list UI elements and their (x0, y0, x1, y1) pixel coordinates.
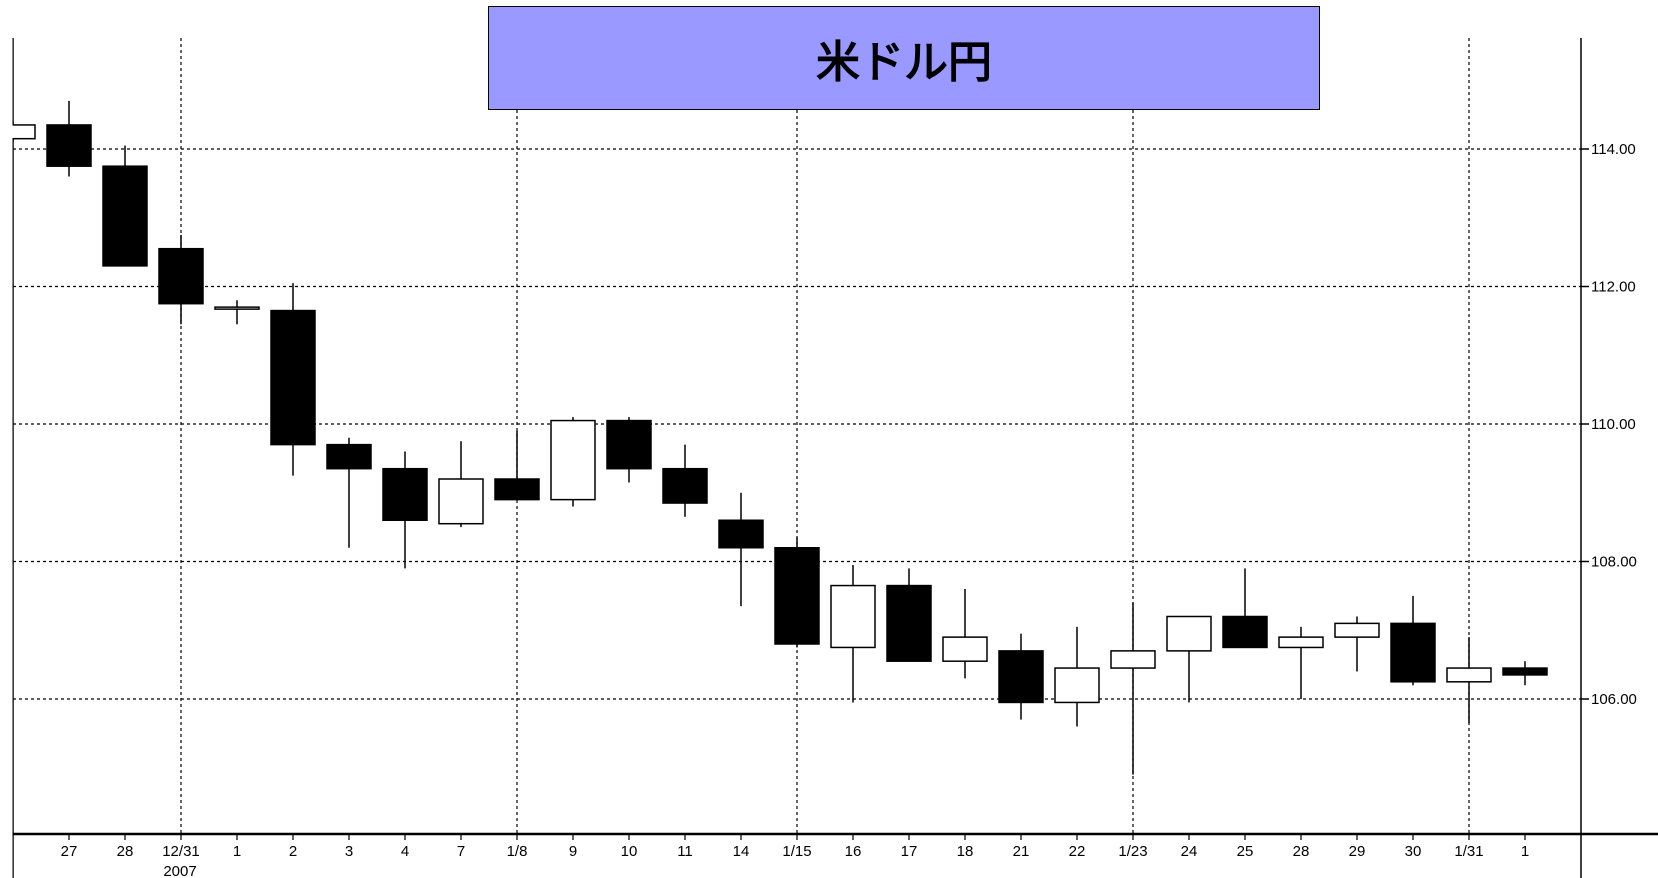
candle-body-down (886, 584, 932, 662)
x-tick-label: 12/31 (162, 843, 200, 860)
candle-body-down (774, 547, 820, 645)
candle (1054, 626, 1100, 727)
y-axis-ticks: 114.00 112.00 110.00 108.00 106.00 (1581, 141, 1637, 708)
candle-body-down (1222, 615, 1268, 649)
candle (1110, 602, 1156, 775)
candle (830, 564, 876, 703)
candle-body-up (942, 636, 988, 662)
candle (1390, 595, 1436, 686)
x-tick-label: 4 (401, 843, 409, 860)
x-tick-label: 25 (1237, 843, 1254, 860)
candle-body-down (606, 419, 652, 470)
x-tick-label: 1 (1521, 843, 1529, 860)
x-tick-label: 21 (1013, 843, 1030, 860)
y-tick-label: 112.00 (1591, 279, 1636, 296)
x-tick-label: 10 (621, 843, 638, 860)
candle-body-up (1334, 622, 1380, 638)
x-tick-label: 1/8 (507, 843, 528, 860)
x-axis-ticks: 27 28 12/31 1 2 3 4 7 1/8 9 10 11 14 1/15 16 17 18 21 22 1/… (61, 834, 1529, 860)
candle (158, 234, 204, 325)
candle-body-up (1054, 667, 1100, 704)
y-tick-label: 108.00 (1591, 554, 1637, 571)
candle-body-up (1446, 667, 1492, 683)
chart-frame (12, 38, 1658, 878)
x-tick-label: 18 (957, 843, 974, 860)
candle-body-down (270, 309, 316, 446)
x-tick-label: 14 (733, 843, 750, 860)
candle (102, 145, 148, 267)
x-tick-label: 27 (61, 843, 78, 860)
candle (942, 589, 988, 679)
x-tick-label: 30 (1405, 843, 1422, 860)
x-tick-label: 17 (901, 843, 918, 860)
year-label: 2007 (163, 863, 196, 878)
x-tick-label: 1/23 (1118, 843, 1147, 860)
chart-title: 米ドル円 (816, 37, 992, 88)
candle-body-down (718, 519, 764, 549)
candle (550, 417, 596, 507)
candle (718, 492, 764, 607)
y-tick-label: 110.00 (1591, 416, 1636, 433)
x-tick-label: 24 (1181, 843, 1198, 860)
candle-body-down (102, 165, 148, 267)
x-tick-label: 7 (457, 843, 465, 860)
candle (1222, 568, 1268, 649)
candle-body-up (214, 306, 260, 310)
candle (606, 417, 652, 483)
candle (214, 300, 260, 325)
candle-body-up (830, 584, 876, 649)
x-tick-label: 1 (233, 843, 241, 860)
candle-body-up (550, 419, 596, 501)
left-margin-cover (0, 0, 13, 878)
grid-lines (13, 38, 1581, 834)
y-tick-label: 114.00 (1591, 141, 1636, 158)
candle (662, 444, 708, 517)
candle (774, 537, 820, 648)
candle-body-down (382, 467, 428, 521)
candle (998, 633, 1044, 720)
x-tick-label: 22 (1069, 843, 1086, 860)
x-tick-label: 11 (677, 843, 693, 860)
x-tick-label: 9 (569, 843, 577, 860)
candle (1278, 626, 1324, 699)
candle (438, 441, 484, 528)
x-tick-label: 29 (1349, 843, 1366, 860)
x-tick-label: 2 (289, 843, 297, 860)
candle-body-down (46, 124, 92, 167)
candle (1334, 616, 1380, 672)
candle (1446, 637, 1492, 724)
candle-body-down (158, 247, 204, 305)
candles (0, 0, 1548, 878)
x-tick-label: 1/15 (782, 843, 811, 860)
chart-title-box: 米ドル円 (488, 6, 1320, 110)
candle-body-up (1110, 650, 1156, 669)
x-tick-label: 1/31 (1454, 843, 1483, 860)
y-tick-label: 106.00 (1591, 691, 1637, 708)
candle (494, 430, 540, 501)
x-tick-label: 3 (345, 843, 353, 860)
x-tick-label: 16 (845, 843, 862, 860)
candle-body-down (998, 650, 1044, 704)
candle (270, 283, 316, 476)
candle-body-down (1390, 622, 1436, 683)
x-tick-label: 28 (1293, 843, 1310, 860)
candle-body-down (662, 467, 708, 504)
candle-body-up (1278, 636, 1324, 649)
candle (382, 451, 428, 569)
candle (46, 100, 92, 177)
x-tick-label: 28 (117, 843, 134, 860)
candle-body-down (1502, 667, 1548, 676)
candle (1502, 661, 1548, 686)
candle-body-up (1166, 615, 1212, 652)
candle-body-down (326, 443, 372, 470)
candle (1166, 615, 1212, 703)
candle-body-down (494, 478, 540, 501)
candle (326, 437, 372, 548)
candle (886, 568, 932, 662)
candle-body-up (438, 478, 484, 525)
